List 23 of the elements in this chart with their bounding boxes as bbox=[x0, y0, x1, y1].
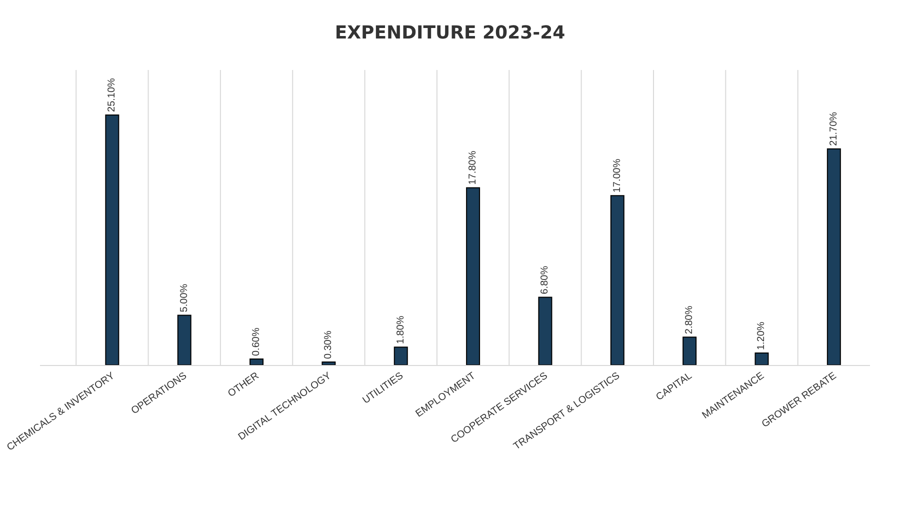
bar bbox=[682, 336, 697, 365]
bar bbox=[538, 296, 552, 365]
data-label: 21.70% bbox=[828, 112, 840, 146]
data-label: 0.60% bbox=[251, 328, 262, 356]
data-label: 17.80% bbox=[468, 150, 479, 185]
data-label: 1.20% bbox=[756, 322, 768, 350]
bar bbox=[610, 195, 624, 365]
bar bbox=[105, 114, 120, 365]
data-label: 6.80% bbox=[540, 266, 551, 294]
data-label: 25.10% bbox=[106, 78, 118, 112]
data-label: 0.30% bbox=[323, 330, 334, 360]
bar bbox=[394, 346, 408, 365]
bar bbox=[754, 352, 769, 365]
bar bbox=[177, 314, 192, 365]
bar bbox=[466, 187, 480, 365]
bar bbox=[826, 148, 841, 365]
data-label: 1.80% bbox=[395, 316, 406, 344]
bar bbox=[250, 358, 264, 365]
data-label: 5.00% bbox=[178, 284, 190, 312]
chart-title: EXPENDITURE 2023-24 bbox=[334, 22, 566, 44]
data-label: 2.80% bbox=[684, 306, 696, 334]
bar bbox=[322, 362, 336, 365]
data-label: 17.00% bbox=[612, 158, 623, 193]
